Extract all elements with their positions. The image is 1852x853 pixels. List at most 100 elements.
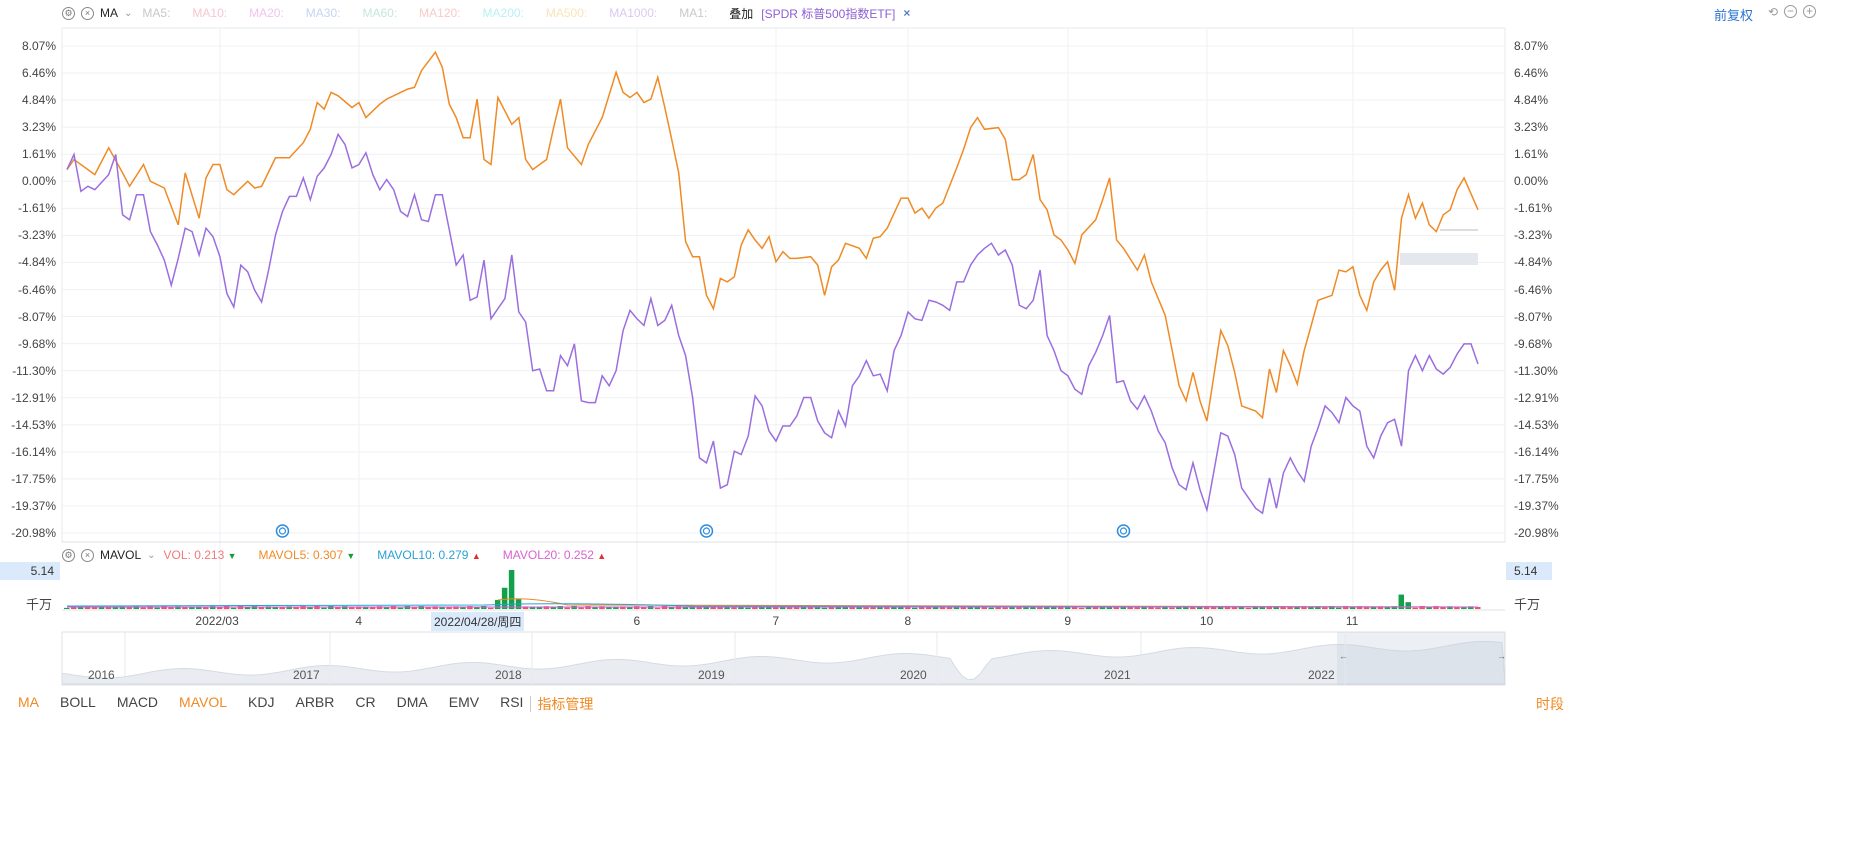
- zoom-out-icon[interactable]: −: [1784, 5, 1798, 18]
- volume-bar: [376, 606, 383, 609]
- event-marker-icon[interactable]: [1116, 524, 1131, 538]
- x-tick-label: 10: [1199, 614, 1214, 628]
- mavol5-label: MAVOL5:: [258, 548, 310, 562]
- tab-ma[interactable]: MA: [18, 694, 39, 710]
- reset-icon[interactable]: ⟲: [1768, 5, 1779, 19]
- vol-label: VOL:: [163, 548, 191, 562]
- ma-legend-item: MA60:: [362, 6, 398, 20]
- indicator-name[interactable]: MA: [100, 6, 118, 20]
- volume-bar: [842, 606, 848, 609]
- volume-bar: [1356, 606, 1363, 609]
- volume-bar: [397, 607, 404, 609]
- volume-bar: [1183, 607, 1189, 609]
- volume-bar: [161, 606, 167, 609]
- volume-bar: [1057, 606, 1064, 609]
- price-chart[interactable]: [0, 0, 1852, 700]
- volume-bar: [168, 607, 174, 609]
- mavol-close-icon[interactable]: ×: [81, 548, 94, 562]
- volume-bar: [1412, 607, 1418, 609]
- navigator-selection[interactable]: [1337, 632, 1505, 685]
- tab-emv[interactable]: EMV: [448, 694, 480, 710]
- volume-bar: [522, 606, 529, 609]
- navigator-right-handle-icon[interactable]: →: [1497, 651, 1506, 661]
- range-navigator[interactable]: [61, 631, 1506, 686]
- volume-bar: [599, 606, 605, 609]
- overlay-close-icon[interactable]: ×: [903, 6, 911, 20]
- volume-bar: [362, 606, 369, 609]
- volume-bar: [272, 606, 279, 609]
- volume-bar: [1433, 606, 1439, 609]
- x-tick-label: 2022/03: [195, 614, 239, 628]
- ma-legend: ⚙ × MA ⌄ MA5: MA10: MA20: MA30: MA60: MA120: M…: [62, 3, 932, 23]
- tab-arbr[interactable]: ARBR: [295, 694, 335, 710]
- ma-legend-item: MA120:: [419, 6, 461, 20]
- volume-bar: [766, 606, 772, 609]
- y-tick-left: -16.14%: [11, 444, 56, 459]
- volume-bar: [640, 607, 647, 609]
- mavol-legend: ⚙ × MAVOL ⌄ VOL: 0.213 ▼ MAVOL5: 0.307 ▼…: [62, 545, 628, 565]
- volume-bar: [1037, 606, 1043, 609]
- volume-bar: [119, 606, 126, 609]
- y-tick-left: -4.84%: [17, 255, 56, 270]
- tab-kdj[interactable]: KDJ: [248, 694, 275, 710]
- price-marker-box: [1400, 253, 1478, 265]
- tab-rsi[interactable]: RSI: [500, 694, 524, 710]
- volume-bar: [1335, 607, 1342, 609]
- mavol-name[interactable]: MAVOL: [100, 548, 142, 562]
- ma-legend-item: MA200:: [482, 6, 524, 20]
- tab-macd[interactable]: MACD: [116, 694, 159, 710]
- volume-bar: [981, 606, 987, 609]
- close-icon[interactable]: ×: [81, 6, 94, 20]
- volume-bar: [467, 606, 473, 609]
- volume-bar: [856, 606, 862, 609]
- volume-bar: [731, 607, 737, 609]
- volume-bar: [508, 570, 515, 609]
- volume-bar: [196, 606, 202, 609]
- vol-unit-right: 千万: [1514, 597, 1541, 612]
- overlay-label: 叠加: [729, 6, 754, 21]
- indicator-manage-button[interactable]: 指标管理: [537, 696, 594, 712]
- ma-legend-item: MA10:: [192, 6, 228, 20]
- volume-bar: [474, 607, 480, 609]
- adjust-button[interactable]: 前复权: [1714, 8, 1754, 23]
- overlay-name[interactable]: [SPDR 标普500指数ETF]: [761, 6, 896, 21]
- volume-bar: [932, 606, 939, 609]
- volume-bar: [1023, 606, 1029, 609]
- volume-bar: [1002, 607, 1008, 609]
- volume-bar: [1210, 606, 1217, 609]
- x-tick-label: 4: [355, 614, 363, 628]
- volume-bar: [1391, 606, 1398, 609]
- settings-icon[interactable]: ⚙: [62, 6, 75, 20]
- up-arrow-icon: ▲: [471, 551, 481, 561]
- chevron-down-icon[interactable]: ⌄: [147, 549, 156, 561]
- volume-bar: [432, 606, 438, 609]
- volume-bar: [501, 587, 508, 609]
- y-tick-right: -9.68%: [1514, 336, 1553, 351]
- zoom-in-icon[interactable]: +: [1803, 5, 1817, 18]
- tab-cr[interactable]: CR: [355, 694, 376, 710]
- volume-bar: [550, 607, 557, 609]
- chevron-down-icon[interactable]: ⌄: [124, 7, 133, 19]
- volume-bar: [126, 607, 133, 609]
- navigator-left-handle-icon[interactable]: ←: [1339, 651, 1348, 661]
- crosshair-date: 2022/04/28/周四: [431, 612, 525, 631]
- y-tick-right: -16.14%: [1514, 444, 1559, 459]
- volume-bar: [536, 606, 543, 609]
- event-marker-icon[interactable]: [275, 524, 290, 538]
- y-tick-right: 3.23%: [1514, 120, 1549, 135]
- tab-boll[interactable]: BOLL: [60, 694, 96, 710]
- volume-bar: [1468, 606, 1474, 609]
- mavol-settings-icon[interactable]: ⚙: [62, 548, 75, 562]
- navigator-year: 2022: [1308, 668, 1335, 682]
- event-marker-icon[interactable]: [699, 524, 714, 538]
- volume-bar: [342, 606, 348, 609]
- volume-bar: [953, 606, 960, 609]
- volume-bar: [578, 607, 584, 609]
- volume-bar: [682, 606, 689, 609]
- period-button[interactable]: 时段: [1536, 696, 1564, 712]
- y-tick-right: -6.46%: [1514, 282, 1553, 297]
- tab-mavol[interactable]: MAVOL: [179, 694, 228, 710]
- tab-dma[interactable]: DMA: [396, 694, 428, 710]
- volume-bar: [1454, 606, 1460, 609]
- volume-bar: [960, 606, 967, 609]
